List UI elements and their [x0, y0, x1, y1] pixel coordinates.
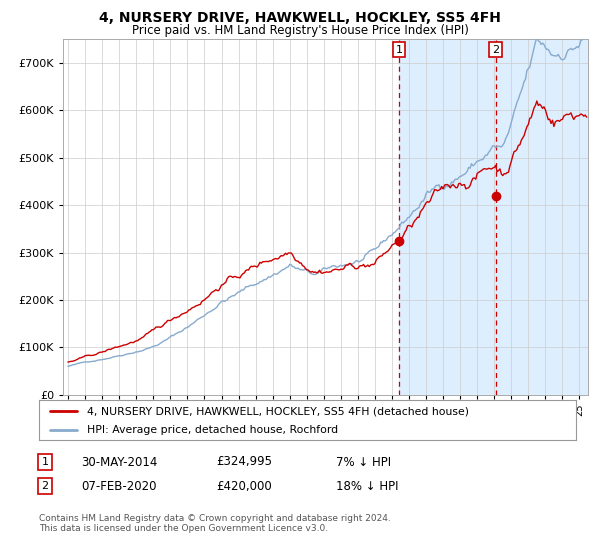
Text: Price paid vs. HM Land Registry's House Price Index (HPI): Price paid vs. HM Land Registry's House …: [131, 24, 469, 36]
Text: 18% ↓ HPI: 18% ↓ HPI: [336, 479, 398, 493]
Text: 2: 2: [492, 45, 499, 54]
Text: 07-FEB-2020: 07-FEB-2020: [81, 479, 157, 493]
Text: 4, NURSERY DRIVE, HAWKWELL, HOCKLEY, SS5 4FH: 4, NURSERY DRIVE, HAWKWELL, HOCKLEY, SS5…: [99, 11, 501, 25]
Text: 7% ↓ HPI: 7% ↓ HPI: [336, 455, 391, 469]
Text: 1: 1: [41, 457, 49, 467]
Text: 2: 2: [41, 481, 49, 491]
Text: HPI: Average price, detached house, Rochford: HPI: Average price, detached house, Roch…: [88, 425, 338, 435]
Bar: [496, 39, 600, 395]
Text: £324,995: £324,995: [216, 455, 272, 469]
Text: £420,000: £420,000: [216, 479, 272, 493]
Bar: [399, 39, 496, 395]
Text: Contains HM Land Registry data © Crown copyright and database right 2024.
This d: Contains HM Land Registry data © Crown c…: [39, 514, 391, 534]
Text: 4, NURSERY DRIVE, HAWKWELL, HOCKLEY, SS5 4FH (detached house): 4, NURSERY DRIVE, HAWKWELL, HOCKLEY, SS5…: [88, 407, 469, 417]
Text: 30-MAY-2014: 30-MAY-2014: [81, 455, 157, 469]
Text: 1: 1: [395, 45, 403, 54]
